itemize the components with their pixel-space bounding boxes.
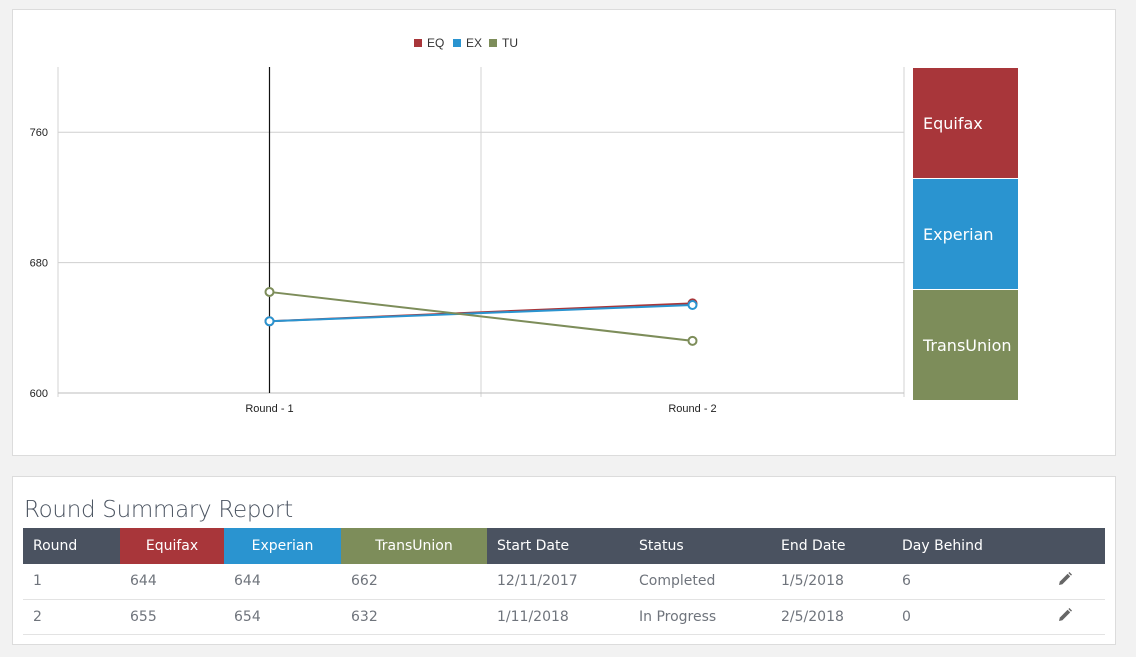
legend-label-eq: EQ [427,36,444,50]
cell-experian: 654 [224,599,341,635]
series-line-tu [269,290,693,342]
series-line-ex [269,303,693,323]
edit-round-button[interactable] [1057,607,1073,623]
bureau-label-transunion: TransUnion [922,336,1012,355]
table-row: 1 644 644 662 12/11/2017 Completed 1/5/2… [23,564,1105,600]
cell-round: 1 [23,564,120,600]
data-point-tu [264,286,275,297]
x-tick-label: Round - 1 [245,403,293,415]
column-header-experian: Experian [224,528,341,564]
bureau-block-experian [913,179,1018,289]
cell-day-behind: 0 [892,599,1029,635]
legend-swatch-ex [453,39,461,47]
column-header-start-date: Start Date [487,528,629,564]
legend-swatch-eq [414,39,422,47]
table-header-row: Round Equifax Experian TransUnion Start … [23,528,1105,564]
column-header-day-behind: Day Behind [892,528,1029,564]
pencil-icon [1059,607,1072,621]
chart-panel: 600 680 760 Round - 1 Round - 2 EQ EX TU Equifax… [12,9,1116,456]
column-header-actions [1029,528,1105,564]
data-point-ex [264,316,275,327]
column-header-round: Round [23,528,120,564]
report-title: Round Summary Report [24,497,293,523]
cell-transunion: 662 [341,564,487,600]
cell-start-date: 1/11/2018 [487,599,629,635]
bureau-block-equifax [913,68,1018,178]
cell-status: In Progress [629,599,771,635]
edit-round-button[interactable] [1057,571,1073,587]
bureau-label-equifax: Equifax [923,114,983,133]
column-header-end-date: End Date [771,528,892,564]
column-header-transunion: TransUnion [341,528,487,564]
round-summary-table: Round Equifax Experian TransUnion Start … [23,528,1105,635]
cell-end-date: 1/5/2018 [771,564,892,600]
legend-swatch-tu [489,39,497,47]
bureau-label-experian: Experian [923,225,994,244]
cell-equifax: 644 [120,564,224,600]
legend-label-tu: TU [502,36,518,50]
data-point-ex [687,299,698,310]
cell-day-behind: 6 [892,564,1029,600]
cell-status: Completed [629,564,771,600]
cell-equifax: 655 [120,599,224,635]
column-header-status: Status [629,528,771,564]
data-point-tu [687,335,698,346]
legend-label-ex: EX [466,36,482,50]
cell-actions [1029,564,1105,600]
x-tick-label: Round - 2 [668,403,716,415]
column-header-equifax: Equifax [120,528,224,564]
y-tick-label: 760 [30,127,48,139]
cell-experian: 644 [224,564,341,600]
cell-round: 2 [23,599,120,635]
bureau-block-transunion [913,290,1018,400]
y-tick-label: 680 [30,258,48,270]
credit-score-chart: 600 680 760 Round - 1 Round - 2 EQ EX TU Equifax… [30,36,1018,415]
cell-end-date: 2/5/2018 [771,599,892,635]
cell-start-date: 12/11/2017 [487,564,629,600]
table-row: 2 655 654 632 1/11/2018 In Progress 2/5/… [23,599,1105,635]
y-tick-label: 600 [30,388,48,400]
report-panel: Round Summary Report Round Equifax Exper… [12,476,1116,645]
cell-transunion: 632 [341,599,487,635]
cell-actions [1029,599,1105,635]
pencil-icon [1059,572,1072,586]
